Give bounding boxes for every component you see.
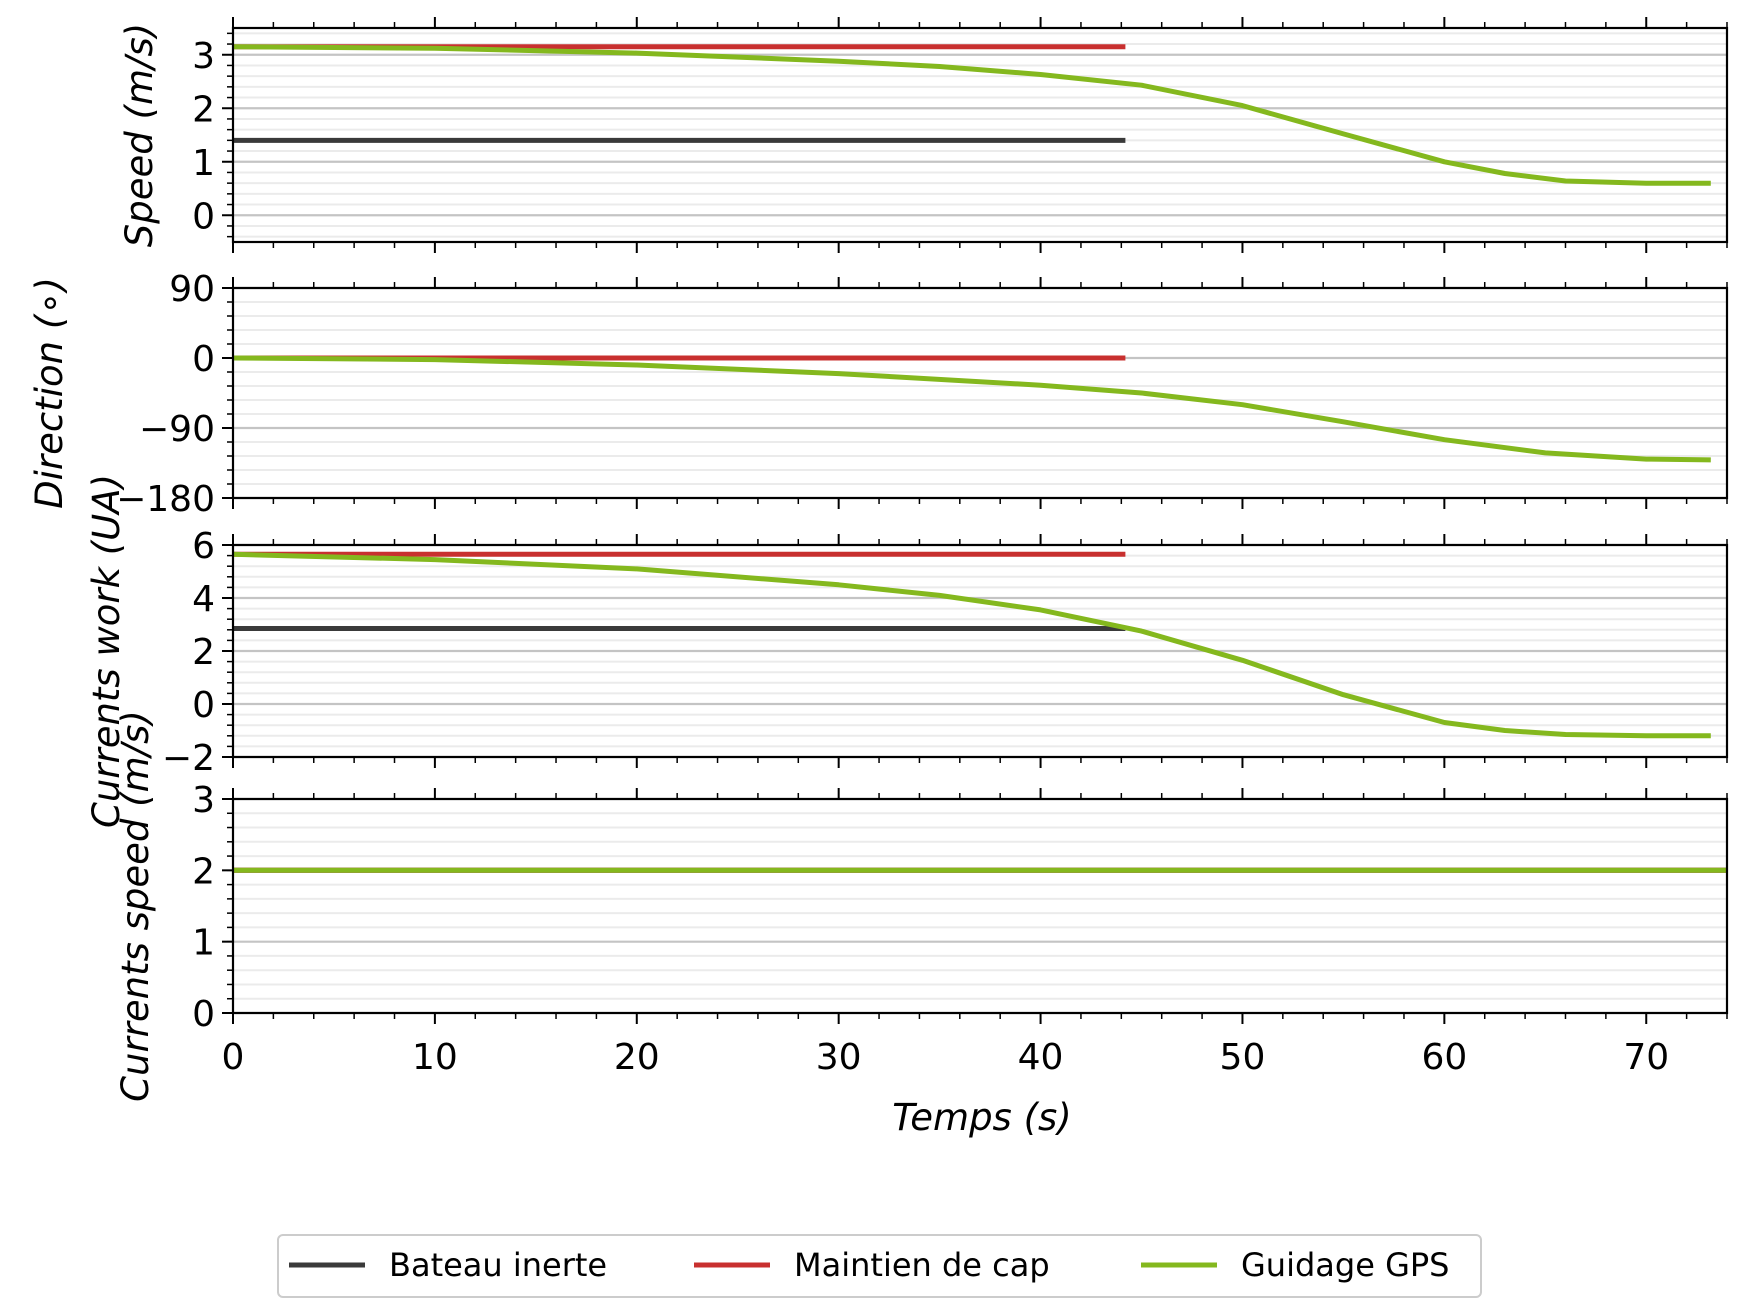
y-tick-label: 3 — [192, 36, 215, 77]
y-tick-label: 6 — [192, 526, 215, 567]
legend: Bateau inerte Maintien de cap Guidage GPS — [277, 1234, 1482, 1298]
x-axis-label: Temps (s) — [892, 1096, 1072, 1139]
series-line-guidage-gps — [232, 44, 1711, 186]
y-axis-label: Speed (m/s) — [118, 23, 161, 247]
x-tick-label: 40 — [1018, 1037, 1064, 1078]
y-tick-label: 2 — [192, 632, 215, 673]
axes-frame — [231, 286, 1729, 500]
x-tick-label: 30 — [816, 1037, 862, 1078]
y-tick-label: 2 — [192, 851, 215, 892]
axes-frame — [231, 26, 1729, 244]
subplot-2: 90 0 −90 −180 Direction (∘) — [28, 269, 1729, 520]
series-line-guidage-gps — [232, 551, 1711, 739]
y-tick-label: 4 — [192, 579, 215, 620]
y-axis-label: Currents work (UA) — [85, 474, 128, 828]
y-tick-label: 1 — [192, 923, 215, 964]
y-tick-label: 90 — [169, 269, 215, 310]
y-tick-label: 0 — [192, 994, 215, 1035]
y-tick-label: −90 — [139, 409, 215, 450]
x-tick-label: 50 — [1220, 1037, 1266, 1078]
legend-box — [277, 1234, 1482, 1298]
x-tick-label: 0 — [222, 1037, 245, 1078]
y-axis-label: Direction (∘) — [28, 277, 71, 509]
legend-entry-label: Bateau inerte — [389, 1246, 607, 1284]
y-tick-label: −2 — [162, 738, 215, 779]
axes-frame — [231, 543, 1729, 759]
axes-frame — [231, 797, 1729, 1015]
y-tick-label: 0 — [192, 339, 215, 380]
y-tick-label: 0 — [192, 685, 215, 726]
x-tick-label: 60 — [1421, 1037, 1467, 1078]
y-tick-label: 0 — [192, 196, 215, 237]
y-tick-label: 2 — [192, 89, 215, 130]
subplot-3: 6 4 2 0 −2 Currents work (UA) — [85, 474, 1729, 828]
y-axis-label: Currents speed (m/s) — [114, 710, 157, 1102]
x-tick-label: 10 — [412, 1037, 458, 1078]
legend-entry-label: Guidage GPS — [1241, 1246, 1449, 1284]
legend-entry-label: Maintien de cap — [794, 1246, 1050, 1284]
series-line-guidage-gps — [232, 355, 1711, 463]
y-tick-label: −180 — [116, 479, 215, 520]
y-tick-label: 1 — [192, 143, 215, 184]
x-tick-label: 20 — [614, 1037, 660, 1078]
x-tick-label: 70 — [1623, 1037, 1669, 1078]
subplot-1: 0 1 2 3 Speed (m/s) — [118, 17, 1729, 253]
y-tick-label: 3 — [192, 780, 215, 821]
